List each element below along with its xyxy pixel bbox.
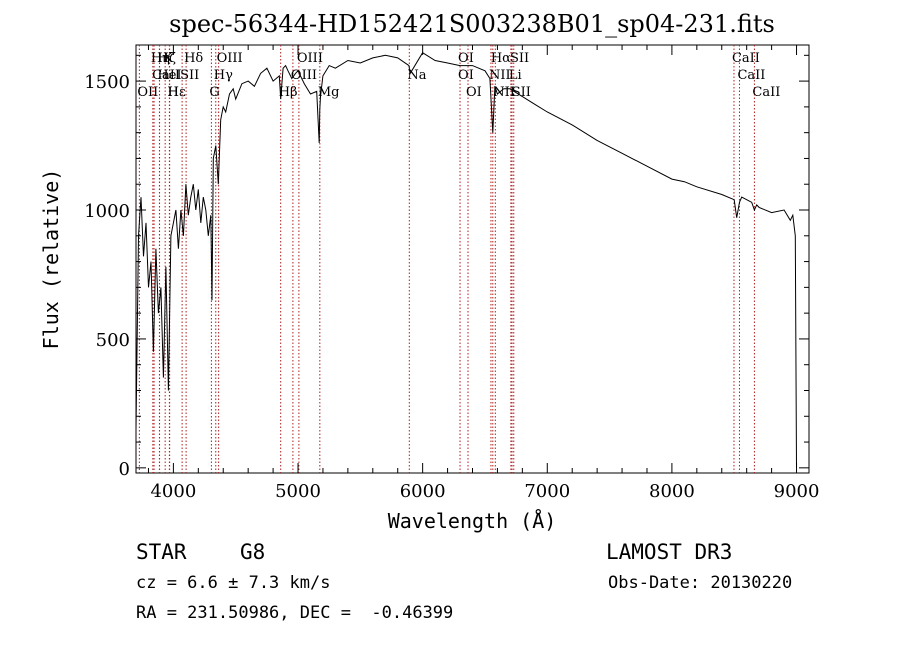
chart-title: spec-56344-HD152421S003238B01_sp04-231.f… xyxy=(169,10,775,38)
flux-series-line xyxy=(135,52,797,468)
spectral-line-label: K xyxy=(163,51,173,66)
plot-frame xyxy=(135,44,810,474)
spectral-line-label: OIII xyxy=(217,51,243,66)
spectral-line-label: SII xyxy=(510,51,529,66)
spectral-line-label: Hγ xyxy=(214,68,233,83)
spectral-line-label: CaII xyxy=(732,51,760,66)
coordinates-readout: RA = 231.50986, DEC = -0.46399 xyxy=(136,603,454,623)
spectral-line-label: OI xyxy=(458,51,474,66)
spectral-line-label: Hζ xyxy=(158,51,176,66)
spectral-line-label: G xyxy=(209,85,219,100)
y-axis-ticks: 0 500 1000 1500 xyxy=(84,54,809,480)
spectral-line-label: SII xyxy=(512,85,531,100)
x-tick-label: 6000 xyxy=(400,481,446,502)
spectral-line-label: Hε xyxy=(168,85,186,100)
spectral-line-label: CaII xyxy=(752,85,780,100)
spectral-line-label: CaII xyxy=(737,68,765,83)
x-tick-label: 8000 xyxy=(649,481,695,502)
spectral-line-label: Hη xyxy=(151,51,170,66)
survey-name: LAMOST DR3 xyxy=(606,540,733,564)
x-tick-label: 9000 xyxy=(774,481,820,502)
spectral-line-label: Hδ xyxy=(184,51,203,66)
y-tick-label: 1500 xyxy=(84,72,130,93)
y-tick-label: 1000 xyxy=(84,201,130,222)
observation-date: Obs-Date: 20130220 xyxy=(608,573,793,593)
spectral-line-label: HeI xyxy=(157,68,181,83)
y-tick-label: 500 xyxy=(96,330,130,351)
spectral-line-label: Li xyxy=(509,68,522,83)
spectral-line-label: OIII xyxy=(291,68,317,83)
spectral-line-label: OIII xyxy=(297,51,323,66)
spectral-line-label: Mg xyxy=(318,85,340,100)
redshift-readout: cz = 6.6 ± 7.3 km/s xyxy=(136,573,331,593)
spectral-line-label: CaII xyxy=(152,68,180,83)
spectral-line-label: NII xyxy=(489,68,511,83)
spectral-line-markers xyxy=(138,45,755,473)
object-type: STAR xyxy=(136,540,187,564)
spectral-line-label: Hβ xyxy=(279,85,298,100)
spectral-line-label: Hα xyxy=(491,51,511,66)
spectral-line-label: OII xyxy=(137,85,158,100)
spectral-line-label: Na xyxy=(407,68,426,83)
spectral-line-label: OI xyxy=(458,68,474,83)
x-axis-label: Wavelength (Å) xyxy=(388,509,557,533)
object-subclass: G8 xyxy=(240,540,266,564)
spectral-line-label: H xyxy=(167,85,178,100)
x-tick-label: 4000 xyxy=(150,481,196,502)
y-tick-label: 0 xyxy=(119,459,130,480)
y-axis-label: Flux (relative) xyxy=(39,169,63,350)
x-axis-ticks: 4000 5000 6000 7000 8000 9000 xyxy=(147,45,820,502)
spectral-line-label: SII xyxy=(180,68,199,83)
x-tick-label: 5000 xyxy=(275,481,321,502)
spectrum-chart: spec-56344-HD152421S003238B01_sp04-231.f… xyxy=(39,10,820,533)
x-tick-label: 7000 xyxy=(524,481,570,502)
spectral-line-label: OI xyxy=(466,85,482,100)
